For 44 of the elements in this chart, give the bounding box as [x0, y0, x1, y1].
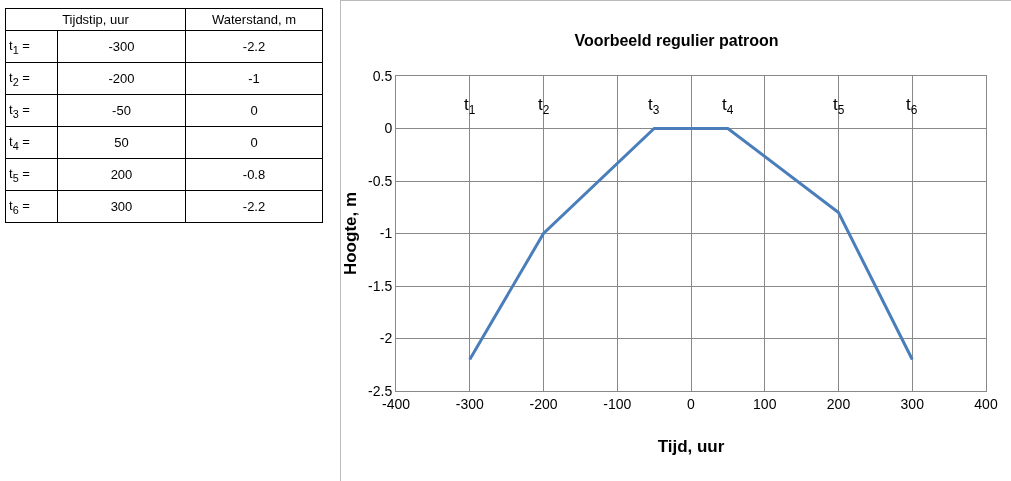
text: 0	[185, 94, 323, 127]
text: -0.8	[185, 158, 323, 191]
y-tick-label: 0	[384, 120, 393, 137]
y-tick-label: -1	[379, 225, 393, 242]
text: Waterstand, m	[185, 8, 323, 31]
text: 200	[57, 158, 186, 191]
x-tick-label: 400	[974, 395, 998, 412]
x-tick-label: -200	[529, 395, 558, 412]
text: -1	[185, 62, 323, 95]
text: -50	[57, 94, 186, 127]
x-tick-label: 100	[753, 395, 777, 412]
text: 50	[57, 126, 186, 159]
x-tick-label: -300	[455, 395, 484, 412]
text: t$_{6}$ =	[5, 190, 58, 223]
x-axis-title: Tijd, uur	[657, 437, 725, 456]
y-tick-label: 0.5	[372, 67, 393, 84]
y-tick-label: -1.5	[368, 277, 393, 294]
text: 300	[57, 190, 186, 223]
x-tick-label: 300	[900, 395, 925, 412]
text: 0	[185, 126, 323, 159]
x-tick-label: -100	[603, 395, 632, 412]
y-axis-title: Hoogte, m	[341, 191, 360, 276]
text: t$_{4}$ =	[5, 126, 58, 159]
text: Tijdstip, uur	[5, 8, 186, 31]
text: -200	[57, 62, 186, 95]
annotation: t$_{5}$	[833, 95, 845, 117]
chart-title: Voorbeeld regulier patroon	[574, 31, 779, 49]
y-tick-label: -2	[379, 330, 393, 347]
text: t$_{1}$ =	[5, 30, 58, 63]
text: t$_{5}$ =	[5, 158, 58, 191]
text: -2.2	[185, 30, 323, 63]
x-tick-label: 200	[826, 395, 851, 412]
annotation: t$_{2}$	[538, 95, 550, 117]
y-tick-label: -0.5	[368, 172, 393, 189]
text: -2.2	[185, 190, 323, 223]
x-tick-label: 0	[687, 395, 696, 412]
text: t$_{2}$ =	[5, 62, 58, 95]
text: -300	[57, 30, 186, 63]
annotation: t$_{4}$	[722, 95, 734, 117]
line-series	[468, 127, 914, 361]
annotation: t$_{6}$	[906, 95, 918, 117]
annotation: t$_{1}$	[464, 95, 476, 117]
text: t$_{3}$ =	[5, 94, 58, 127]
annotation: t$_{3}$	[648, 95, 660, 117]
